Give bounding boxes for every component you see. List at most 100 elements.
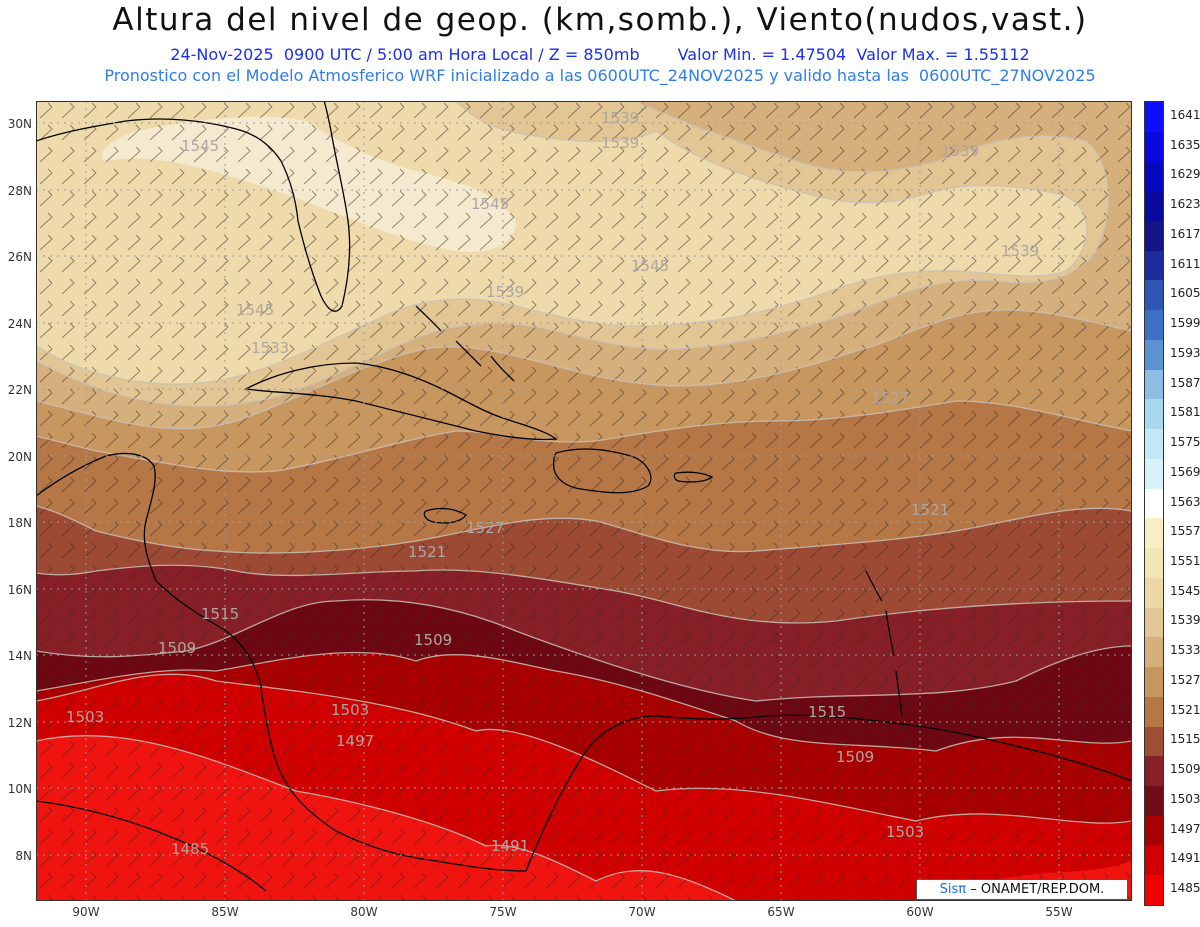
- forecast-date: 24-Nov-2025: [170, 45, 274, 64]
- contour-label: 1545: [181, 137, 219, 155]
- contour-label: 1539: [601, 134, 639, 152]
- colorbar-label: 1629: [1170, 167, 1200, 182]
- colorbar-label: 1593: [1170, 345, 1200, 360]
- colorbar-label: 1533: [1170, 643, 1200, 658]
- contour-label: 1527: [871, 389, 909, 407]
- colorbar-cell: [1145, 786, 1163, 817]
- contour-label: 1545: [236, 301, 274, 319]
- colorbar-label: 1623: [1170, 197, 1200, 212]
- contour-label: 1521: [408, 543, 446, 561]
- contour-label: 1539: [486, 283, 524, 301]
- lon-label: 90W: [72, 905, 100, 919]
- contour-label: 1539: [941, 142, 979, 160]
- map-panel: 1545 1539 1539 1545 1545 1539 1545 1539 …: [36, 101, 1132, 901]
- credit-box: Sisπ – ONAMET/REP.DOM.: [916, 879, 1128, 900]
- contour-label: 1491: [491, 837, 529, 855]
- lat-label: 10N: [7, 782, 32, 796]
- lat-label: 18N: [7, 516, 32, 530]
- lon-label: 60W: [906, 905, 934, 919]
- colorbar-label: 1521: [1170, 702, 1200, 717]
- chart-title: Altura del nivel de geop. (km,somb.), Vi…: [112, 2, 1088, 38]
- lat-label: 24N: [7, 317, 32, 331]
- contour-label: 1545: [471, 195, 509, 213]
- contour-lines: [36, 101, 1132, 901]
- contour-label: 1545: [631, 257, 669, 275]
- lat-label: 26N: [7, 250, 32, 264]
- forecast-time-level: 0900 UTC / 5:00 am Hora Local / Z = 850m…: [283, 45, 640, 64]
- colorbar-label: 1581: [1170, 405, 1200, 420]
- colorbar-label: 1557: [1170, 524, 1200, 539]
- colorbar: [1144, 101, 1164, 906]
- colorbar-cell: [1145, 518, 1163, 549]
- colorbar-label: 1599: [1170, 316, 1200, 331]
- colorbar-cell: [1145, 280, 1163, 311]
- colorbar-label: 1641: [1170, 107, 1200, 122]
- contour-label: 1503: [66, 708, 104, 726]
- lat-label: 16N: [7, 583, 32, 597]
- coast-hispaniola: [552, 448, 652, 494]
- contour-label: 1515: [808, 703, 846, 721]
- wind-barbs: [36, 101, 1132, 901]
- colorbar-cell: [1145, 220, 1163, 252]
- coast-lesser-antilles: [865, 570, 903, 717]
- lat-label: 20N: [7, 450, 32, 464]
- colorbar-cell: [1145, 726, 1163, 757]
- colorbar-label: 1497: [1170, 821, 1200, 836]
- colorbar-label: 1503: [1170, 791, 1200, 806]
- contour-label: 1503: [886, 823, 924, 841]
- coast-south-america: [525, 714, 1132, 872]
- colorbar-cell: [1145, 577, 1163, 609]
- contour-label: 1497: [336, 732, 374, 750]
- colorbar-cell: [1145, 696, 1163, 728]
- contour-label: 1533: [251, 339, 289, 357]
- colorbar-label: 1575: [1170, 435, 1200, 450]
- min-value: Valor Min. = 1.47504: [677, 45, 847, 64]
- graticule: [36, 101, 1132, 901]
- credit-org: – ONAMET/REP.DOM.: [970, 882, 1105, 897]
- lat-label: 14N: [7, 649, 32, 663]
- contour-label: 1509: [158, 639, 196, 657]
- colorbar-label: 1485: [1170, 881, 1200, 896]
- colorbar-label: 1635: [1170, 137, 1200, 152]
- coast-gulf-north: [36, 118, 282, 162]
- contour-label: 1521: [911, 501, 949, 519]
- coast-central-america: [155, 580, 527, 872]
- geopotential-map: 1545 1539 1539 1545 1545 1539 1545 1539 …: [36, 101, 1132, 901]
- colorbar-cell: [1145, 815, 1163, 846]
- colorbar-label: 1527: [1170, 672, 1200, 687]
- colorbar-cell: [1145, 637, 1163, 668]
- colorbar-label: 1605: [1170, 286, 1200, 301]
- lat-label: 28N: [7, 184, 32, 198]
- subtitle-valid-time: 24-Nov-2025 0900 UTC / 5:00 am Hora Loca…: [0, 45, 1200, 64]
- contour-label: 1527: [466, 519, 504, 537]
- contour-label: 1539: [601, 109, 639, 127]
- colorbar-cell: [1145, 458, 1163, 490]
- lat-label: 30N: [7, 117, 32, 131]
- colorbar-label: 1617: [1170, 226, 1200, 241]
- coast-yucatan: [36, 452, 157, 582]
- lon-label: 85W: [211, 905, 239, 919]
- lon-label: 80W: [350, 905, 378, 919]
- coastlines: [36, 101, 1132, 892]
- colorbar-cell: [1145, 102, 1163, 133]
- contour-label: 1509: [836, 748, 874, 766]
- colorbar-cell: [1145, 339, 1163, 371]
- coast-florida: [280, 101, 351, 312]
- lat-label: 22N: [7, 383, 32, 397]
- max-value: Valor Max. = 1.55112: [856, 45, 1030, 64]
- colorbar-cell: [1145, 310, 1163, 341]
- coast-puertorico: [673, 471, 714, 483]
- subtitle-model-info: Pronostico con el Modelo Atmosferico WRF…: [0, 66, 1200, 85]
- colorbar-label: 1569: [1170, 464, 1200, 479]
- colorbar-label: 1509: [1170, 762, 1200, 777]
- lon-label: 65W: [767, 905, 795, 919]
- map-frame: [36, 101, 1132, 901]
- lon-label: 75W: [489, 905, 517, 919]
- colorbar-cell: [1145, 607, 1163, 638]
- colorbar-cell: [1145, 250, 1163, 281]
- colorbar-cell: [1145, 161, 1163, 192]
- colorbar-cell: [1145, 429, 1163, 460]
- model-init-text: Pronostico con el Modelo Atmosferico WRF…: [104, 66, 909, 85]
- colorbar-cell: [1145, 131, 1163, 162]
- colorbar-label: 1551: [1170, 553, 1200, 568]
